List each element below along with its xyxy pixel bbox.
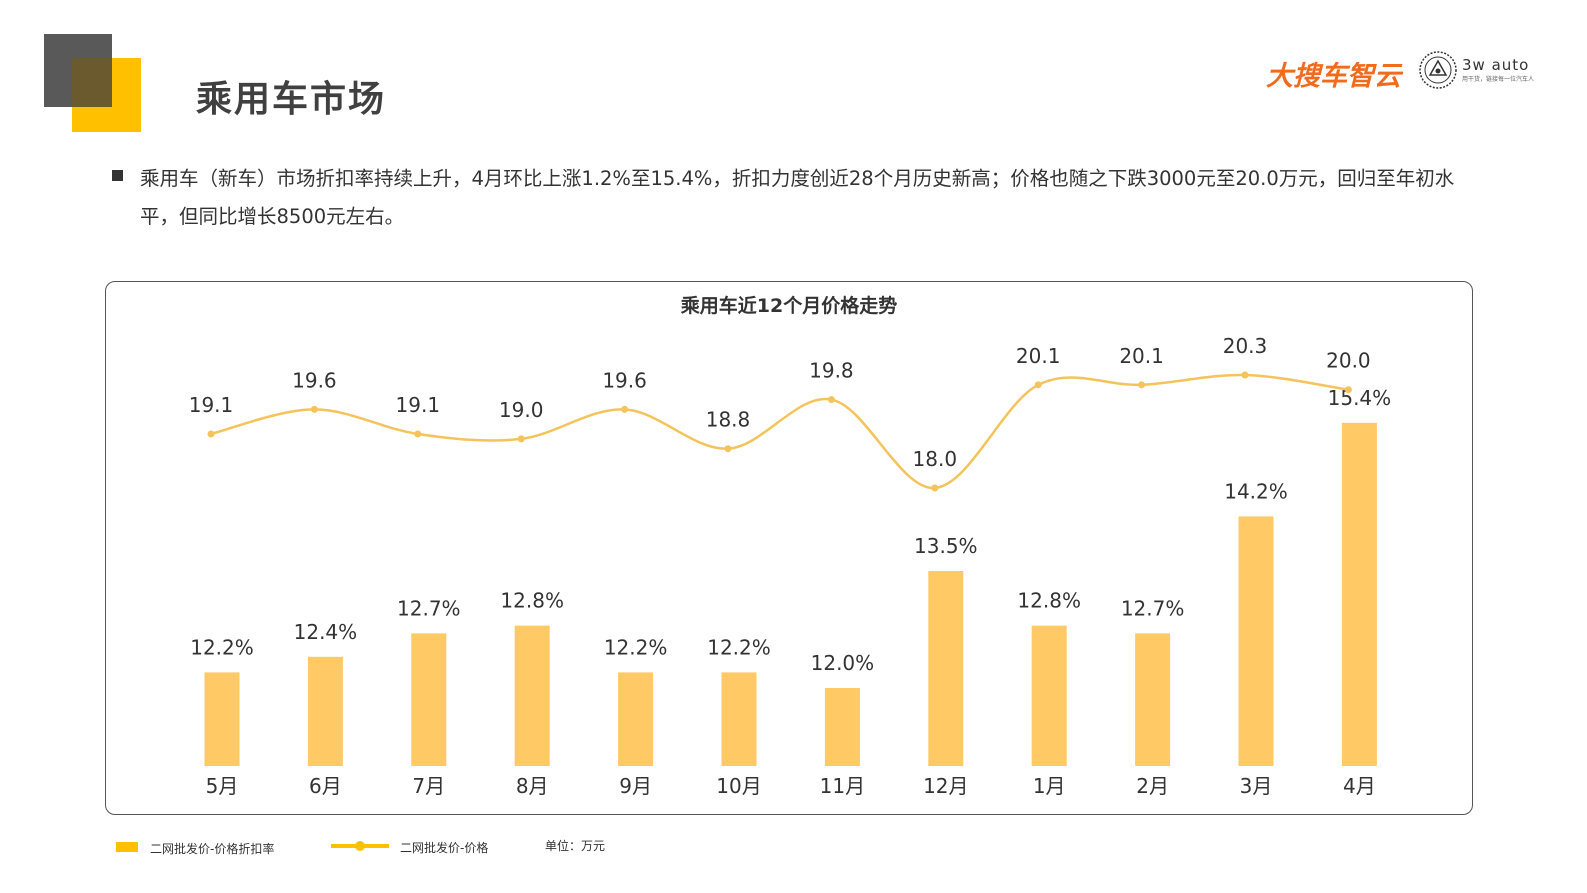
price-label-8: 18.0: [913, 447, 958, 471]
unit-label: 单位：万元: [545, 839, 606, 853]
decorative-square-overlap: [72, 58, 112, 107]
x-tick-label-11: 3月: [1240, 774, 1273, 798]
summary-text: 乘用车（新车）市场折扣率持续上升，4月环比上涨1.2%至15.4%，折扣力度创近…: [140, 167, 1455, 228]
x-tick-label-10: 2月: [1136, 774, 1169, 798]
price-point-8: [931, 484, 939, 492]
bar-label-7: 12.0%: [811, 651, 875, 675]
x-tick-label-3: 7月: [412, 774, 445, 798]
price-labels: 19.1 19.6 19.1 19.0 19.6 18.8 19.8 18.0 20.1 20.1…: [189, 334, 1371, 471]
bar-label-12: 15.4%: [1328, 386, 1392, 410]
price-point-4: [517, 435, 525, 443]
partner-logo-subtext: 用干货，链接每一位汽车人: [1462, 76, 1535, 83]
bar-label-10: 12.7%: [1121, 596, 1185, 620]
x-tick-label-4: 8月: [516, 774, 549, 798]
price-point-5: [621, 405, 629, 413]
price-line-series: [207, 371, 1352, 492]
bar-2: [307, 656, 343, 766]
price-label-5: 19.6: [602, 368, 647, 392]
x-tick-label-1: 5月: [206, 774, 239, 798]
bar-3: [411, 633, 447, 766]
bar-1: [204, 672, 240, 766]
price-label-2: 19.6: [292, 368, 337, 392]
x-tick-label-6: 10月: [716, 774, 761, 798]
chart-frame: [105, 281, 1473, 815]
bar-9: [1031, 625, 1067, 766]
price-point-12: [1344, 386, 1352, 394]
bar-label-9: 12.8%: [1017, 589, 1081, 613]
x-tick-label-5: 9月: [619, 774, 652, 798]
price-label-1: 19.1: [189, 393, 234, 417]
price-point-2: [310, 405, 318, 413]
price-point-3: [414, 430, 422, 438]
bar-12: [1341, 422, 1377, 766]
legend-line-label: 二网批发价-价格: [400, 841, 489, 855]
price-label-11: 20.3: [1223, 334, 1268, 358]
discount-rate-bars: [204, 422, 1377, 766]
partner-logo: 3w auto 用干货，链接每一位汽车人: [1418, 50, 1568, 92]
bar-5: [618, 672, 654, 766]
price-label-9: 20.1: [1016, 344, 1061, 368]
bar-8: [928, 571, 964, 766]
page-title: 乘用车市场: [196, 79, 387, 120]
price-point-6: [724, 445, 732, 453]
price-point-1: [207, 430, 215, 438]
bar-label-8: 13.5%: [914, 534, 978, 558]
bar-7: [824, 688, 860, 766]
x-axis-labels: 5月 6月 7月 8月 9月 10月 11月 12月 1月 2月 3月 4月: [206, 774, 1376, 798]
price-label-12: 20.0: [1326, 349, 1371, 373]
price-label-6: 18.8: [706, 408, 751, 432]
bar-6: [721, 672, 757, 766]
partner-logo-emblem-icon: [1419, 51, 1457, 89]
price-label-7: 19.8: [809, 359, 854, 383]
discount-rate-labels: 12.2% 12.4% 12.7% 12.8% 12.2% 12.2% 12.0% 13.5%…: [190, 386, 1391, 675]
x-tick-label-9: 1月: [1033, 774, 1066, 798]
price-point-7: [827, 396, 835, 404]
bar-label-11: 14.2%: [1224, 479, 1288, 503]
x-tick-label-2: 6月: [309, 774, 342, 798]
chart-title: 乘用车近12个月价格走势: [680, 294, 897, 317]
price-point-9: [1034, 381, 1042, 389]
x-tick-label-8: 12月: [923, 774, 968, 798]
x-tick-label-7: 11月: [820, 774, 865, 798]
bar-label-5: 12.2%: [604, 635, 668, 659]
price-label-4: 19.0: [499, 398, 544, 422]
price-label-10: 20.1: [1119, 344, 1164, 368]
price-point-10: [1138, 381, 1146, 389]
legend-bar-swatch: [116, 842, 138, 852]
bar-11: [1238, 516, 1274, 766]
bar-label-3: 12.7%: [397, 596, 461, 620]
brand-logo: 大搜车智云: [1266, 61, 1401, 92]
price-point-11: [1241, 371, 1249, 379]
bar-label-1: 12.2%: [190, 635, 254, 659]
x-tick-label-12: 4月: [1343, 774, 1376, 798]
legend-line-swatch: [331, 841, 389, 851]
bar-label-2: 12.4%: [294, 620, 358, 644]
price-label-3: 19.1: [396, 393, 441, 417]
bullet-square-icon: [112, 170, 123, 181]
bar-10: [1135, 633, 1171, 766]
partner-logo-text: 3w auto: [1462, 56, 1530, 74]
legend-bar-label: 二网批发价-价格折扣率: [150, 842, 275, 856]
price-line: [210, 373, 1349, 490]
bar-label-6: 12.2%: [707, 635, 771, 659]
bar-label-4: 12.8%: [500, 589, 564, 613]
bar-4: [514, 625, 550, 766]
